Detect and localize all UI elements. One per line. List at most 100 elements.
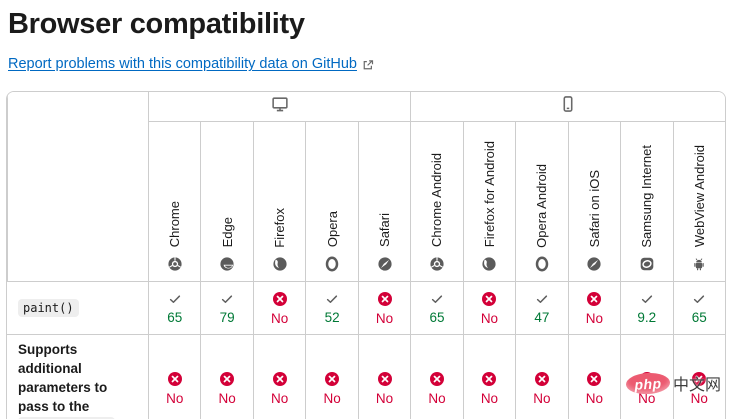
- cross-circle-icon: [481, 371, 497, 387]
- support-version: No: [218, 391, 236, 407]
- feature-label-cell: Supports additional parameters to pass t…: [7, 334, 148, 419]
- support-version: No: [533, 391, 551, 407]
- support-version: No: [480, 391, 499, 407]
- column-header-chrome: Chrome: [148, 121, 201, 282]
- feature-row: paint() 65 79 No 52 No 65 No 47 No 9.2 65: [7, 281, 725, 335]
- safari-icon: [586, 256, 602, 272]
- support-version: No: [166, 391, 184, 407]
- support-version: No: [271, 311, 289, 327]
- support-cell[interactable]: No: [357, 334, 411, 419]
- compat-table: Chrome Edge Firefox Opera Safari Chrome Andro…: [7, 92, 725, 419]
- column-header-safari-on-ios: Safari on iOS: [567, 121, 621, 282]
- external-link-icon: [362, 59, 374, 71]
- browser-header-row: Chrome Edge Firefox Opera Safari Chrome Andro…: [7, 121, 725, 282]
- column-header-webview-android: WebView Android: [672, 121, 725, 282]
- support-cell[interactable]: 65: [672, 281, 725, 335]
- support-cell[interactable]: 79: [200, 281, 253, 335]
- cross-circle-icon: [377, 291, 393, 307]
- cross-circle-icon: [586, 371, 602, 387]
- browser-name-label: Opera Android: [534, 163, 550, 248]
- cross-circle-icon: [272, 291, 288, 307]
- cross-circle-icon: [481, 291, 497, 307]
- column-header-opera-android: Opera Android: [515, 121, 568, 282]
- watermark: php 中文网: [625, 371, 722, 395]
- browser-name-label: Chrome: [167, 201, 183, 248]
- support-cell[interactable]: No: [148, 334, 201, 419]
- support-cell[interactable]: 9.2: [620, 281, 673, 335]
- browser-name-label: Safari: [377, 213, 393, 248]
- support-cell[interactable]: No: [567, 334, 621, 419]
- support-cell[interactable]: No: [410, 334, 463, 419]
- support-cell[interactable]: 47: [515, 281, 568, 335]
- check-icon: [430, 292, 444, 306]
- android-icon: [691, 256, 707, 272]
- support-version: No: [585, 391, 603, 407]
- column-header-safari: Safari: [357, 121, 411, 282]
- platform-header-row: [7, 92, 725, 282]
- support-cell[interactable]: No: [305, 334, 358, 419]
- support-cell[interactable]: No: [515, 334, 568, 419]
- watermark-site-text: 中文网: [673, 377, 722, 394]
- feature-label-cell: paint(): [7, 281, 148, 335]
- support-cell[interactable]: No: [567, 281, 621, 335]
- support-version: No: [585, 311, 603, 327]
- support-cell[interactable]: 52: [305, 281, 358, 335]
- support-cell[interactable]: No: [252, 334, 306, 419]
- cross-circle-icon: [167, 371, 183, 387]
- compat-table-wrap: Chrome Edge Firefox Opera Safari Chrome Andro…: [6, 91, 726, 419]
- cross-circle-icon: [324, 371, 340, 387]
- safari-icon: [377, 256, 393, 272]
- support-cell[interactable]: 65: [148, 281, 201, 335]
- browser-name-label: Opera: [324, 211, 340, 248]
- check-icon: [220, 292, 234, 306]
- feature-row: Supports additional parameters to pass t…: [7, 334, 725, 419]
- support-version: 65: [167, 310, 183, 326]
- browser-name-label: Firefox for Android: [481, 141, 497, 248]
- browser-name-label: Samsung Internet: [639, 144, 655, 248]
- chrome-icon: [167, 256, 183, 272]
- cross-circle-icon: [429, 371, 445, 387]
- column-header-samsung-internet: Samsung Internet: [620, 121, 673, 282]
- browser-name-label: Safari on iOS: [586, 170, 602, 248]
- support-version: No: [480, 311, 499, 327]
- support-version: 79: [219, 310, 235, 326]
- opera-icon: [324, 256, 340, 272]
- desktop-columns-header: [148, 92, 411, 122]
- firefox-icon: [272, 256, 288, 272]
- desktop-icon: [271, 95, 289, 113]
- support-cell[interactable]: No: [200, 334, 253, 419]
- support-cell[interactable]: No: [357, 281, 411, 335]
- browser-name-label: Edge: [219, 216, 235, 248]
- firefox-icon: [481, 256, 497, 272]
- corner-cell: [7, 92, 148, 282]
- support-cell[interactable]: No: [252, 281, 306, 335]
- php-logo: php: [625, 371, 671, 395]
- check-icon: [640, 292, 654, 306]
- mobile-icon: [559, 95, 577, 113]
- report-link[interactable]: Report problems with this compatibility …: [8, 56, 357, 73]
- cross-circle-icon: [377, 371, 393, 387]
- support-cell[interactable]: No: [672, 334, 725, 419]
- cross-circle-icon: [586, 291, 602, 307]
- browser-name-label: Firefox: [272, 207, 288, 248]
- page-title: Browser compatibility: [8, 8, 305, 40]
- support-version: No: [690, 391, 708, 407]
- check-icon: [168, 292, 182, 306]
- support-version: No: [323, 391, 341, 407]
- support-version: 65: [691, 310, 707, 326]
- support-cell[interactable]: No: [462, 281, 516, 335]
- support-version: 9.2: [637, 310, 657, 326]
- support-version: 65: [429, 310, 445, 326]
- support-version: No: [375, 391, 394, 407]
- cross-circle-icon: [691, 371, 707, 387]
- cross-circle-icon: [272, 371, 288, 387]
- browser-name-label: Chrome Android: [429, 153, 445, 248]
- support-cell[interactable]: 65: [410, 281, 463, 335]
- support-cell[interactable]: No: [462, 334, 516, 419]
- feature-code-chip: paint(): [18, 298, 79, 317]
- support-version: No: [638, 391, 656, 407]
- cross-circle-icon: [534, 371, 550, 387]
- support-version: No: [271, 391, 289, 407]
- support-version: 52: [324, 310, 340, 326]
